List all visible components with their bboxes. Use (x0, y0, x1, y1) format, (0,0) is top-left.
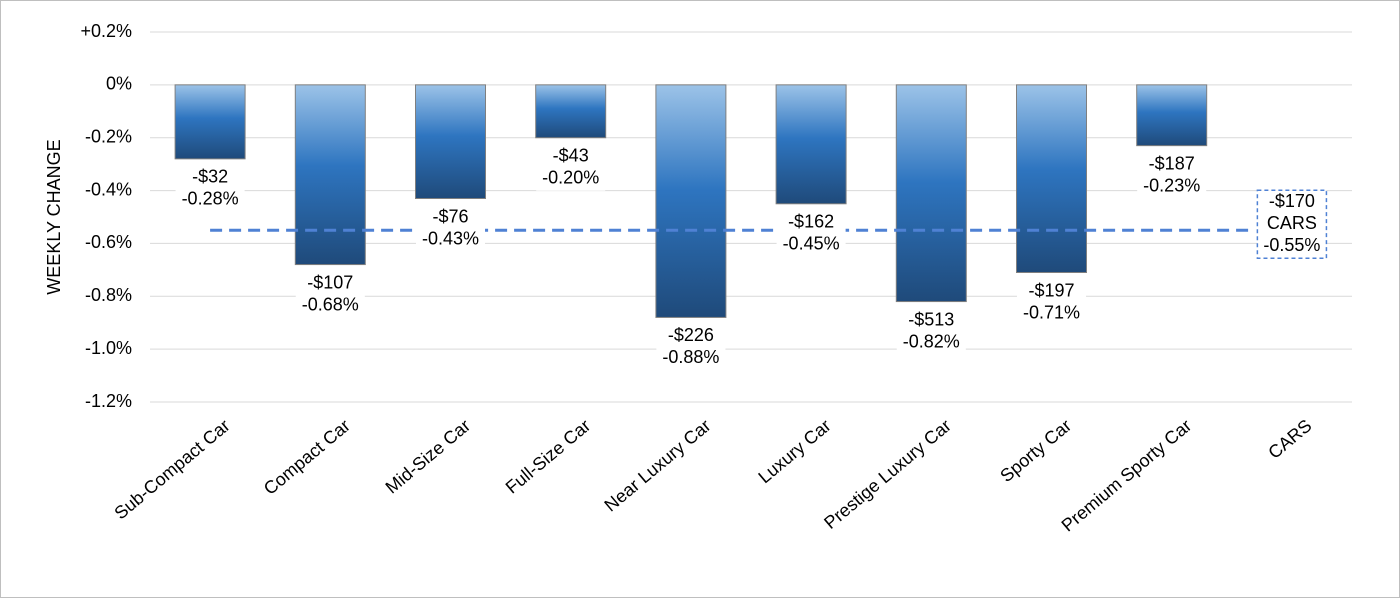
data-label: -$162-0.45% (776, 210, 846, 257)
data-label: -$32-0.28% (175, 165, 245, 212)
y-tick-label: -1.0% (85, 338, 132, 358)
bar (775, 84, 847, 205)
bar (655, 84, 727, 318)
data-label-text: -$32 (192, 167, 228, 187)
label-background (1256, 189, 1328, 259)
bar (535, 84, 607, 139)
bar (1136, 84, 1208, 147)
data-label-text: -$513 (908, 309, 954, 329)
label-background (656, 324, 726, 371)
data-label: -$107-0.68% (295, 271, 365, 318)
bar (294, 84, 366, 266)
data-label: -$226-0.88% (656, 324, 726, 371)
bar (895, 84, 967, 303)
label-background (295, 271, 365, 318)
data-label-text: -0.82% (903, 331, 960, 351)
label-background (415, 205, 486, 252)
data-label: -$513-0.82% (896, 308, 966, 355)
label-background (896, 308, 966, 355)
y-tick-label: -0.4% (85, 179, 132, 199)
y-axis-label: WEEKLY CHANGE (44, 139, 64, 294)
data-label-text: -$187 (1149, 153, 1195, 173)
data-label-text: -0.88% (662, 347, 719, 367)
data-label: -$76-0.43% (415, 205, 486, 252)
data-label-text: -$197 (1028, 280, 1074, 300)
bar (1016, 84, 1087, 273)
data-label-text: -0.43% (422, 228, 479, 248)
data-label-text: -$43 (553, 145, 589, 165)
data-label-text: CARS (1267, 213, 1317, 233)
data-label-text: -0.23% (1143, 175, 1200, 195)
data-label-text: -$170 (1269, 191, 1315, 211)
label-background (1137, 152, 1207, 199)
bar (415, 84, 486, 199)
y-tick-label: +0.2% (80, 21, 132, 41)
data-label-text: -$76 (432, 206, 468, 226)
label-background (776, 210, 846, 257)
data-label-text: -0.45% (783, 234, 840, 254)
data-label-text: -0.28% (182, 189, 239, 209)
data-label: -$197-0.71% (1016, 279, 1087, 326)
data-label: -$187-0.23% (1137, 152, 1207, 199)
data-label-text: -0.68% (302, 294, 359, 314)
data-label-text: -0.20% (542, 167, 599, 187)
y-tick-label: -0.6% (85, 232, 132, 252)
data-label-text: -$107 (307, 272, 353, 292)
data-label-text: -0.71% (1023, 302, 1080, 322)
label-background (536, 144, 606, 191)
data-label: -$43-0.20% (536, 144, 606, 191)
label-background (1016, 279, 1087, 326)
data-label-text: -$226 (668, 325, 714, 345)
label-background (175, 165, 245, 212)
y-tick-label: -0.8% (85, 285, 132, 305)
data-label-text: -0.55% (1263, 235, 1320, 255)
bar (174, 84, 246, 160)
data-label-text: -$162 (788, 212, 834, 232)
y-tick-label: 0% (106, 74, 132, 94)
y-tick-label: -1.2% (85, 391, 132, 411)
y-tick-label: -0.2% (85, 126, 132, 146)
